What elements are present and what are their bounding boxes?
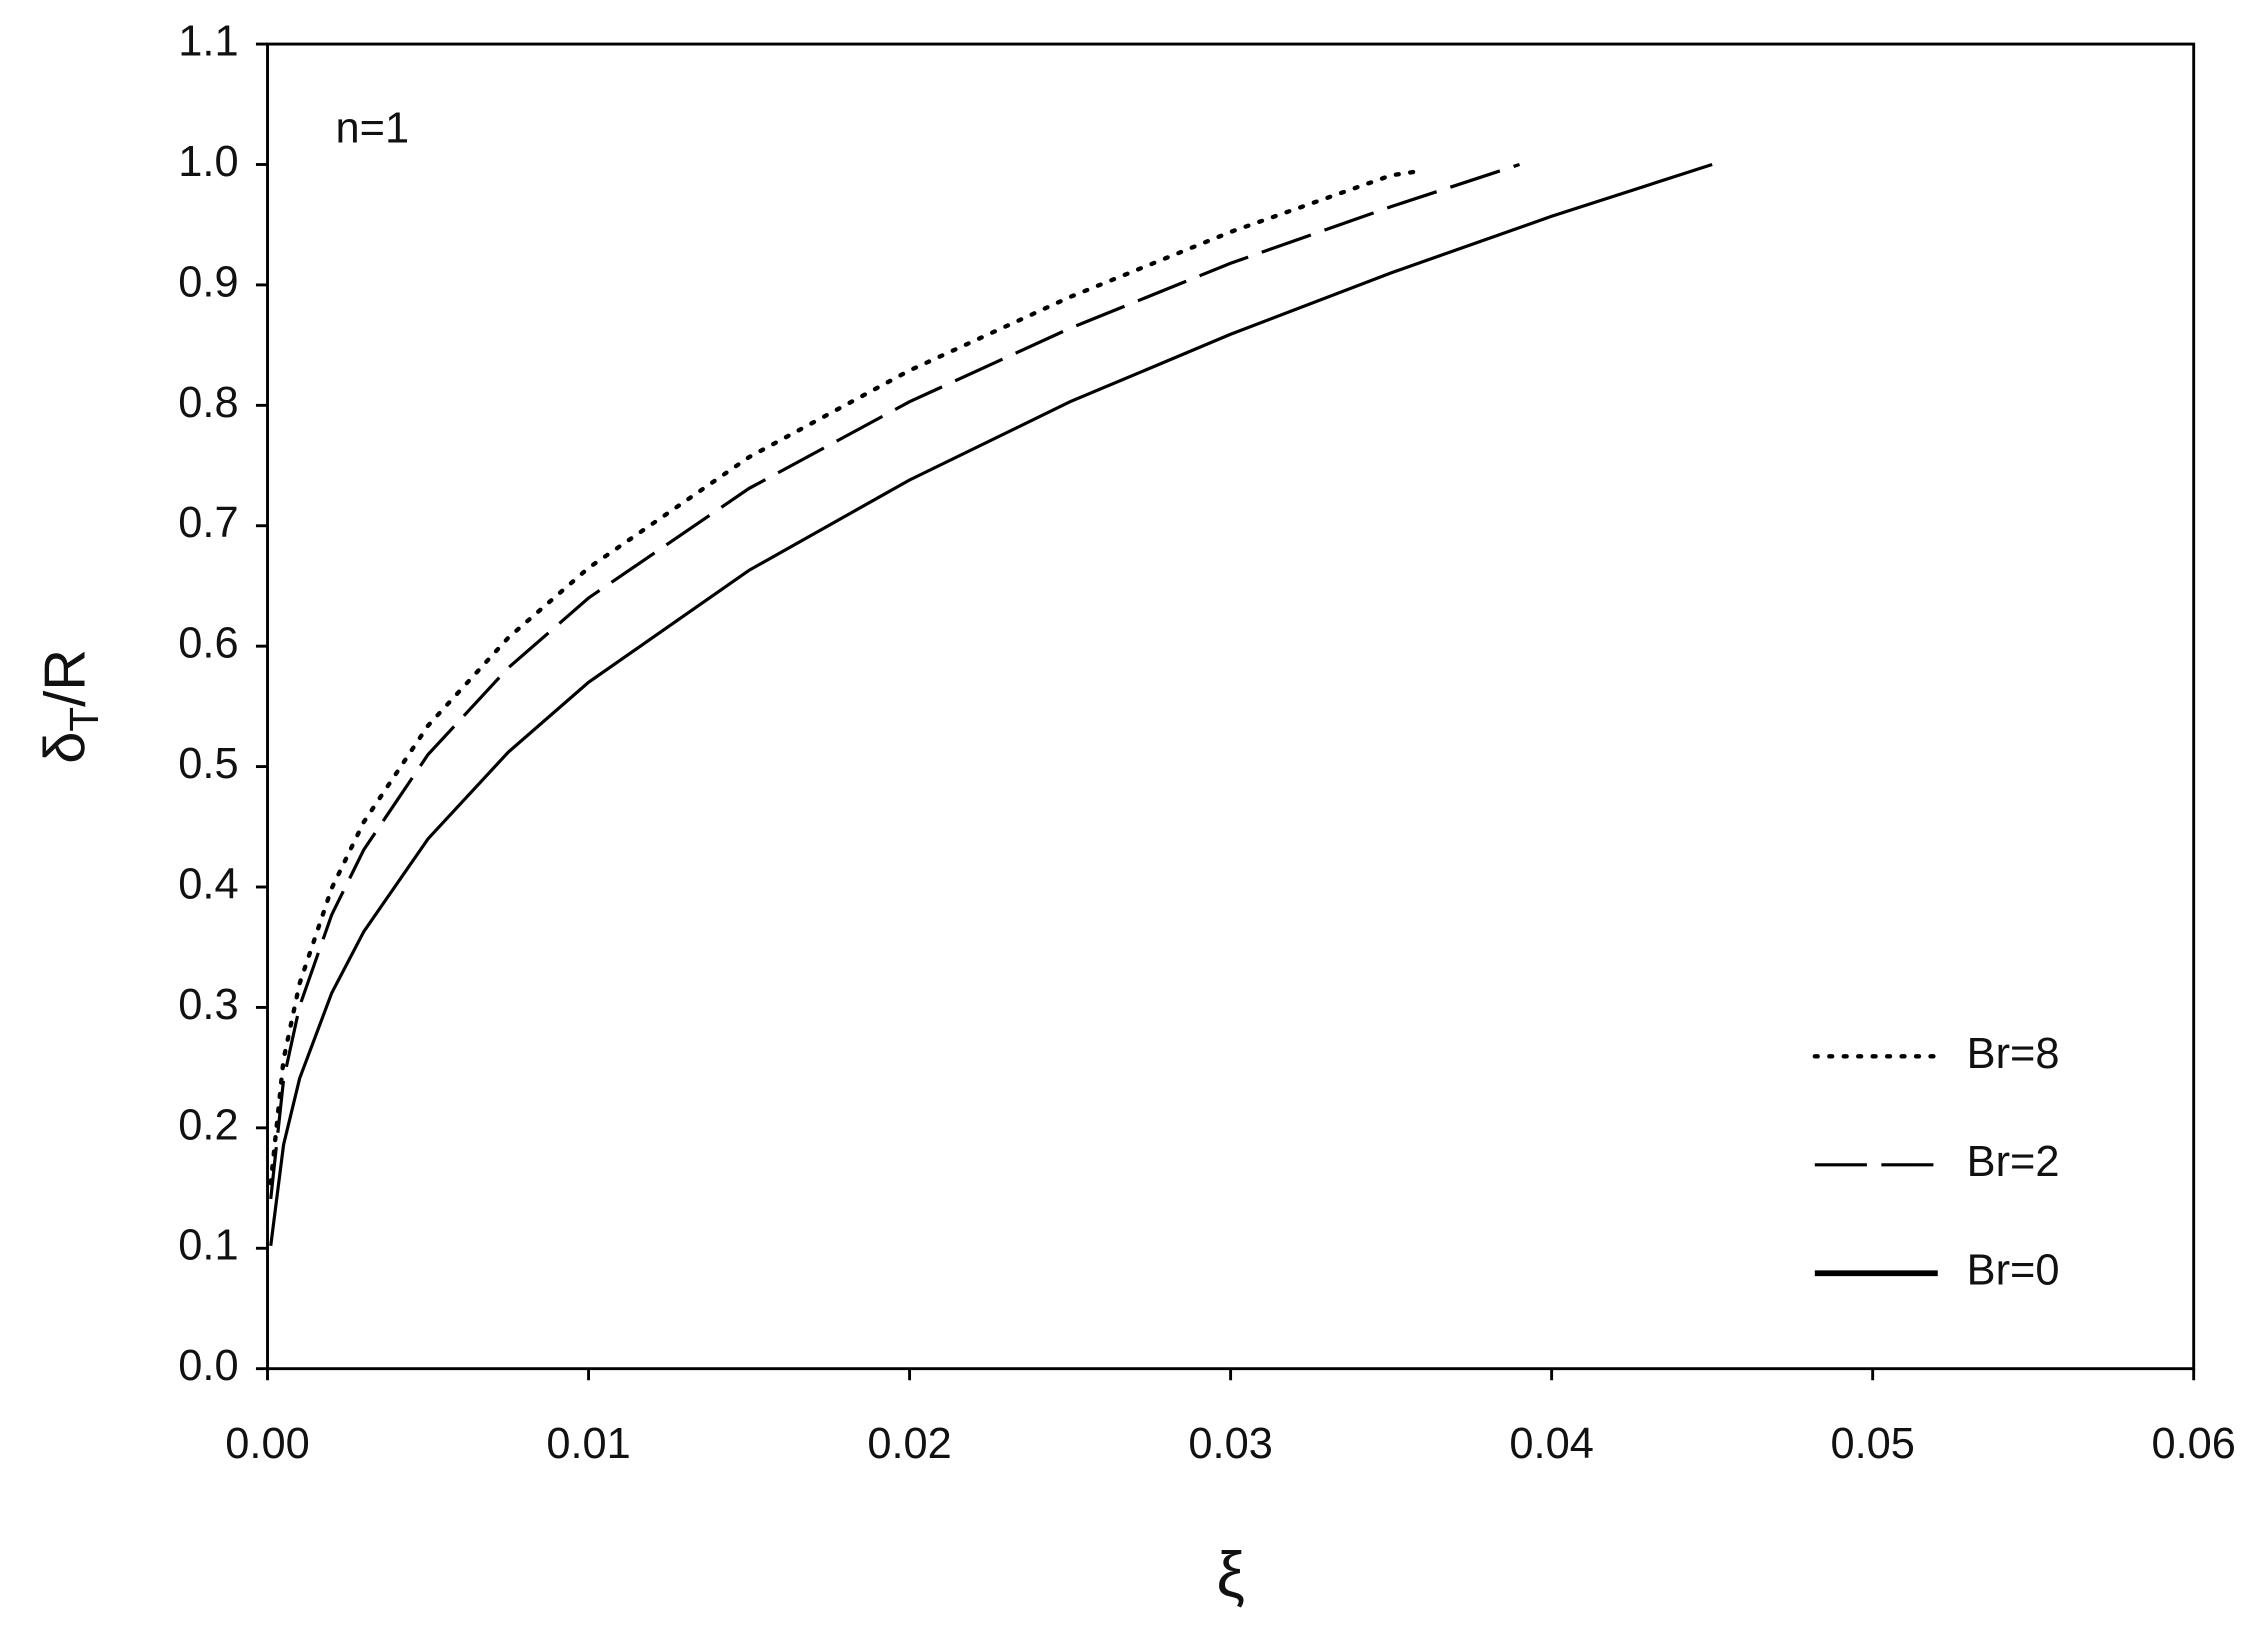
- x-tick-label: 0.00: [225, 1420, 309, 1468]
- x-tick-label: 0.03: [1188, 1420, 1272, 1468]
- x-tick-label: 0.01: [546, 1420, 630, 1468]
- x-tick-label: 0.02: [867, 1420, 951, 1468]
- y-tick-label: 0.5: [178, 740, 238, 788]
- y-tick-label: 0.1: [178, 1222, 238, 1270]
- y-tick-label: 0.3: [178, 981, 238, 1029]
- y-tick-label: 0.4: [178, 860, 238, 908]
- y-tick-label: 0.9: [178, 258, 238, 306]
- y-tick-label: 0.2: [178, 1101, 238, 1149]
- x-tick-label: 0.04: [1509, 1420, 1593, 1468]
- y-tick-label: 1.1: [178, 18, 238, 66]
- plot-frame: [266, 42, 2196, 1371]
- y-tick-label: 1.0: [178, 138, 238, 186]
- annotation: n=1: [335, 104, 409, 152]
- y-label-subscript: T: [60, 707, 106, 732]
- series-line: [269, 162, 1713, 1247]
- legend-label: Br=8: [1967, 1030, 2060, 1078]
- series-line: [268, 168, 1426, 1186]
- y-axis-label: δT/R: [34, 649, 107, 764]
- y-label-part: δ: [34, 732, 98, 764]
- x-tick-label: 0.06: [2151, 1420, 2235, 1468]
- y-tick-label: 0.6: [178, 620, 238, 668]
- legend-label: Br=2: [1967, 1138, 2060, 1186]
- x-axis-label: ξ: [1216, 1540, 1244, 1611]
- y-tick-label: 0.7: [178, 499, 238, 547]
- y-label-part: /R: [34, 649, 98, 707]
- y-tick-label: 0.0: [178, 1342, 238, 1390]
- x-tick-label: 0.05: [1830, 1420, 1914, 1468]
- legend-label: Br=0: [1967, 1247, 2060, 1295]
- y-tick-label: 0.8: [178, 379, 238, 427]
- series-line: [269, 162, 1521, 1200]
